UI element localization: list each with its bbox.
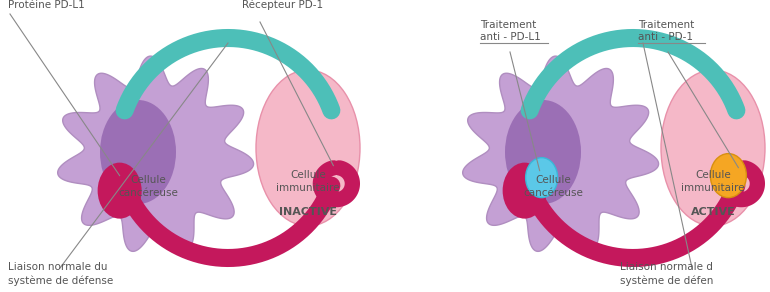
Ellipse shape bbox=[256, 70, 360, 226]
Ellipse shape bbox=[711, 154, 746, 198]
Text: ACTIVE: ACTIVE bbox=[691, 207, 735, 217]
Text: Cellule
cancéreuse: Cellule cancéreuse bbox=[118, 175, 178, 198]
Text: Liaison normale du
système de défense: Liaison normale du système de défense bbox=[8, 262, 113, 286]
Text: Récepteur PD-1: Récepteur PD-1 bbox=[242, 0, 323, 10]
Ellipse shape bbox=[98, 163, 142, 219]
Text: Liaison normale d
système de défen: Liaison normale d système de défen bbox=[620, 262, 713, 286]
Ellipse shape bbox=[505, 100, 581, 204]
Text: Traitement: Traitement bbox=[480, 20, 536, 30]
Polygon shape bbox=[463, 56, 658, 251]
Ellipse shape bbox=[100, 100, 176, 204]
Text: Traitement: Traitement bbox=[638, 20, 695, 30]
Text: INACTIVE: INACTIVE bbox=[279, 207, 337, 217]
Text: Protéine PD-L1: Protéine PD-L1 bbox=[8, 0, 85, 10]
Text: Cellule
cancéreuse: Cellule cancéreuse bbox=[523, 175, 583, 198]
Text: Cellule
immunitaire: Cellule immunitaire bbox=[276, 170, 340, 193]
Ellipse shape bbox=[526, 158, 557, 198]
Text: anti - PD-L1: anti - PD-L1 bbox=[480, 32, 541, 42]
Text: anti - PD-1: anti - PD-1 bbox=[638, 32, 693, 42]
Ellipse shape bbox=[503, 163, 547, 219]
Polygon shape bbox=[58, 56, 253, 251]
Ellipse shape bbox=[661, 70, 765, 226]
Text: Cellule
immunitaire: Cellule immunitaire bbox=[681, 170, 745, 193]
